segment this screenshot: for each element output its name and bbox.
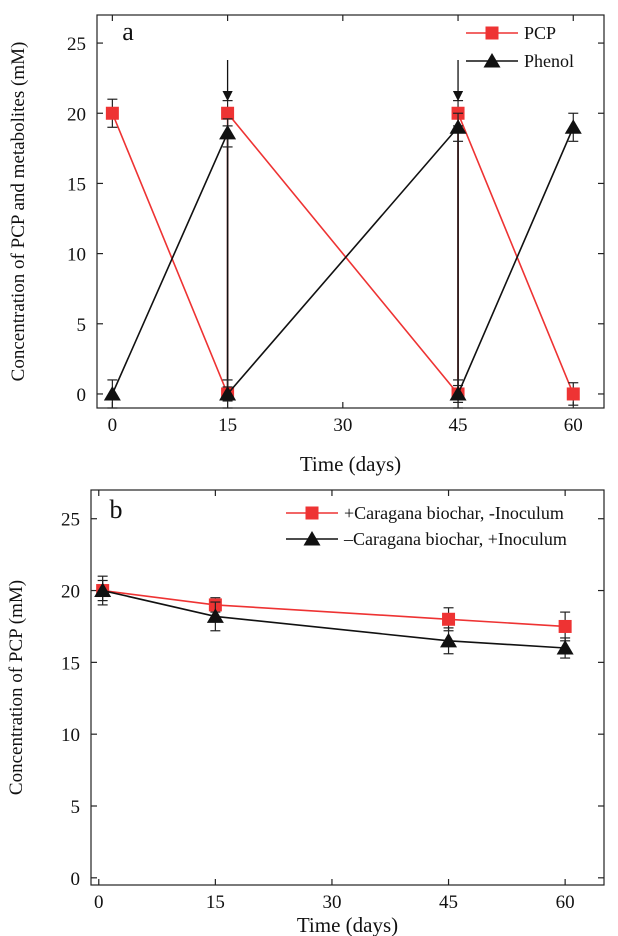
data-point [219,385,237,401]
data-point [449,385,467,401]
x-tick-label: 30 [333,415,352,436]
y-tick-label: 20 [61,582,80,603]
y-tick-label: 10 [61,725,80,746]
data-point [566,387,580,401]
legend-label: PCP [524,23,556,43]
series-black [103,112,582,409]
x-tick-label: 15 [206,892,225,913]
x-tick-label: 60 [564,415,583,436]
data-point [94,582,112,598]
legend-label: +Caragana biochar, -Inoculum [344,503,564,523]
y-axis-title: Concentration of PCP (mM) [6,580,27,795]
legend-marker [485,26,499,40]
data-point [556,640,574,655]
legend-label: Phenol [524,51,574,71]
plot-frame [90,489,605,886]
data-point [219,124,237,140]
legend-marker [305,506,319,520]
x-axis-title: Time (days) [300,452,401,476]
data-point [105,106,119,120]
y-tick-label: 25 [61,510,80,531]
x-tick-label: 60 [556,892,575,913]
series-red [96,579,572,642]
y-axis-title: Concentration of PCP and metabolites (mM… [8,42,29,382]
x-tick-label: 45 [449,415,468,436]
data-point [558,619,572,633]
chart-panel-b: 0 15 30 45 60 0 5 10 15 20 25 Time (days) Concentrat… [6,489,605,936]
y-tick-label: 25 [67,34,86,55]
y-tick-label: 10 [67,245,86,266]
legend-entry: PCP [466,23,556,43]
series-line [102,589,566,628]
y-tick-label: 5 [71,797,81,818]
y-tick-label: 15 [61,653,80,674]
series-black [94,575,574,659]
legend-marker [303,531,321,546]
data-point [440,632,458,648]
x-tick-label: 30 [322,892,341,913]
data-point [103,385,121,401]
panel-label: a [122,17,134,46]
y-tick-label: 15 [67,174,86,195]
x-tick-label: 0 [108,415,118,436]
series-line [102,589,566,649]
series-red [105,98,580,406]
series-line [111,125,575,397]
legend-entry: Phenol [466,51,574,71]
x-tick-label: 0 [94,892,104,913]
data-point [206,608,224,623]
chart-panel-a: 0 15 30 45 60 0 5 10 15 20 25 Time (days) Concentrat… [8,14,605,476]
data-point [442,612,456,626]
data-point [564,119,582,134]
legend-entry: –Caragana biochar, +Inoculum [286,529,567,549]
legend-entry: +Caragana biochar, -Inoculum [286,503,564,523]
y-tick-label: 5 [77,315,87,336]
x-tick-label: 15 [218,415,237,436]
y-tick-label: 0 [71,869,81,890]
legend-label: –Caragana biochar, +Inoculum [343,529,567,549]
x-axis-title: Time (days) [297,913,398,936]
data-point [449,119,467,134]
plot-frame [96,14,605,409]
x-tick-label: 45 [439,892,458,913]
legend-marker [483,53,501,68]
series-line [111,111,575,397]
panel-label: b [110,495,123,524]
y-tick-label: 20 [67,104,86,125]
data-point [221,106,235,120]
y-tick-label: 0 [77,385,87,406]
